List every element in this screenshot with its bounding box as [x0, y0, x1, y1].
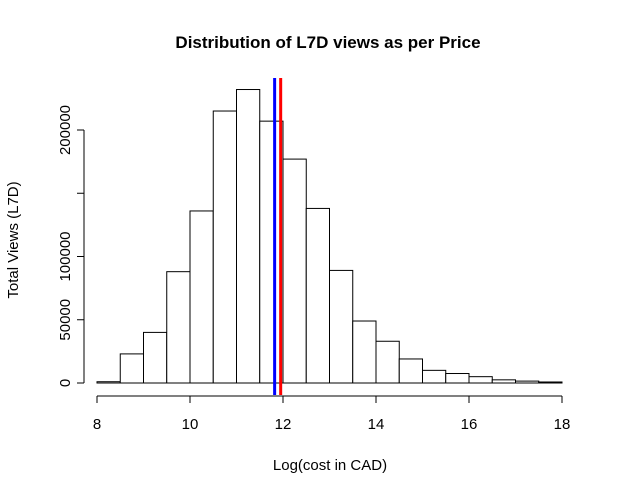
- histogram-bar: [538, 381, 563, 384]
- histogram-bar: [189, 210, 214, 384]
- histogram-bar: [445, 373, 470, 384]
- histogram-bar: [352, 320, 377, 384]
- histogram-bar: [515, 380, 540, 384]
- x-axis-label: Log(cost in CAD): [273, 457, 387, 474]
- histogram-bar: [119, 353, 144, 384]
- histogram-bar: [422, 369, 447, 384]
- histogram-bar: [491, 379, 516, 384]
- histogram-bar: [96, 381, 121, 384]
- histogram-bar: [329, 269, 354, 384]
- y-axis-label: Total Views (L7D): [5, 181, 22, 298]
- histogram-bar: [166, 271, 191, 384]
- bars-group: [96, 89, 563, 384]
- histogram-bar: [236, 89, 261, 384]
- histogram-bar: [468, 376, 493, 384]
- y-axis: 0 50000 100000 200000: [57, 105, 85, 387]
- chart-title: Distribution of L7D views as per Price: [175, 33, 480, 52]
- x-tick-label: 14: [368, 416, 385, 433]
- y-tick-label: 50000: [57, 299, 74, 341]
- reference-lines-group: [273, 78, 283, 395]
- y-tick-label: 100000: [57, 231, 74, 281]
- x-tick-label: 10: [182, 416, 199, 433]
- histogram-bar: [143, 331, 168, 384]
- x-axis: 8 10 12 14 16 18: [93, 395, 571, 433]
- histogram-bar: [398, 358, 423, 384]
- histogram-bar: [282, 158, 307, 384]
- histogram-bar: [212, 110, 237, 384]
- histogram-bar: [375, 340, 400, 384]
- x-tick-label: 12: [275, 416, 292, 433]
- x-tick-label: 16: [461, 416, 478, 433]
- histogram-bar: [305, 207, 330, 384]
- y-tick-label: 0: [57, 379, 74, 387]
- y-tick-label: 200000: [57, 105, 74, 155]
- x-tick-label: 18: [554, 416, 571, 433]
- x-tick-label: 8: [93, 416, 101, 433]
